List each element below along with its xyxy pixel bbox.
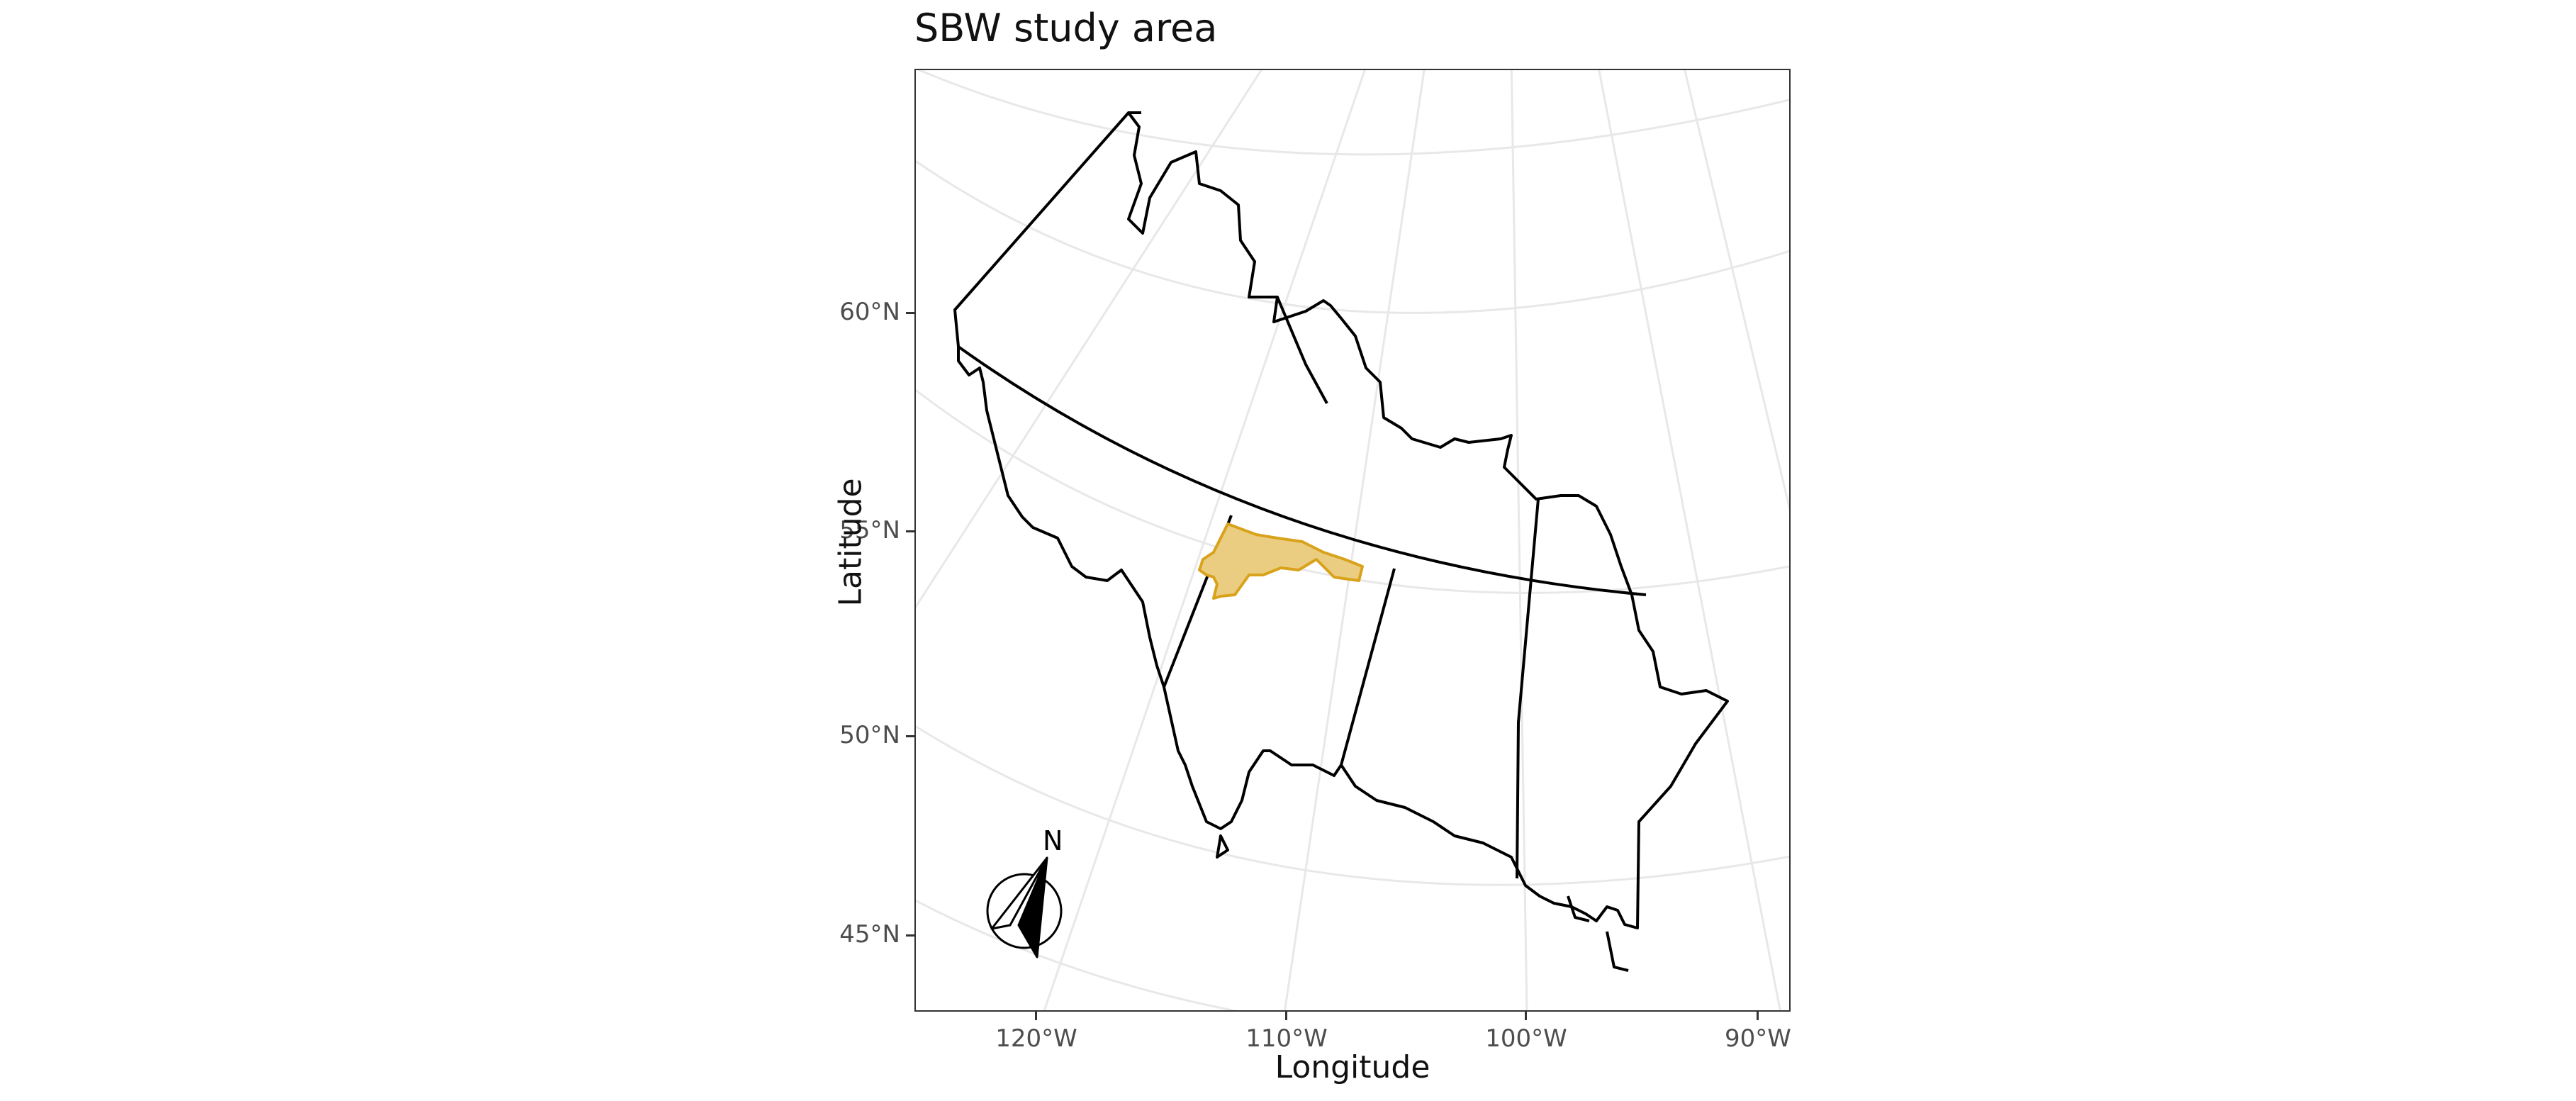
north-arrow-icon: N (975, 825, 1074, 961)
map-panel (914, 69, 1791, 1012)
lon-tick-110: 110°W (1245, 1024, 1328, 1053)
boundary-60n (957, 345, 1647, 596)
boundary-manitoba-ontario (1516, 498, 1540, 879)
graticule-lon-90 (1598, 70, 1781, 1010)
graticule-lat-65 (917, 70, 1789, 156)
small-island (1216, 834, 1229, 859)
graticule-lon-130 (916, 70, 1262, 609)
graticule-lon-110 (1284, 70, 1426, 1010)
lat-tick-mark-50 (906, 735, 914, 737)
y-axis-title: Latitude (832, 478, 869, 607)
lat-tick-mark-45 (906, 934, 914, 937)
lat-tick-45: 45°N (839, 920, 900, 949)
lake-of-woods (1567, 895, 1590, 922)
lat-tick-55: 55°N (839, 516, 900, 544)
lon-tick-120: 120°W (995, 1024, 1077, 1053)
lat-tick-50: 50°N (839, 721, 900, 749)
lon-tick-mark-120 (1035, 1012, 1037, 1020)
graticule-lat-55 (916, 389, 1789, 594)
lon-tick-mark-110 (1285, 1012, 1287, 1020)
graticule-lon-120 (1043, 70, 1366, 1010)
compass-n-label: N (1043, 826, 1063, 856)
lat-tick-mark-55 (906, 530, 914, 532)
lon-tick-mark-90 (1757, 1012, 1759, 1020)
lon-tick-100: 100°W (1485, 1024, 1567, 1053)
boundary-nunavut (1276, 296, 1328, 404)
lon-tick-mark-100 (1525, 1012, 1527, 1020)
x-axis-title: Longitude (1275, 1049, 1430, 1085)
graticule-lon-100 (1510, 70, 1528, 1010)
graticule-lat-60 (916, 160, 1789, 314)
southern-tip (1606, 931, 1629, 972)
map-canvas (916, 70, 1789, 1010)
graticule (916, 70, 1789, 1010)
graticule-lon-80 (1684, 70, 1789, 512)
lon-tick-90: 90°W (1725, 1024, 1791, 1053)
lat-tick-mark-60 (906, 312, 914, 314)
boundary-sask-manitoba-lower (1340, 568, 1396, 766)
study-area-polygon (1198, 522, 1364, 600)
outer-boundary (953, 111, 1729, 929)
lat-tick-60: 60°N (839, 298, 900, 326)
graticule-lat-50 (916, 725, 1789, 886)
map-title: SBW study area (914, 6, 1218, 50)
